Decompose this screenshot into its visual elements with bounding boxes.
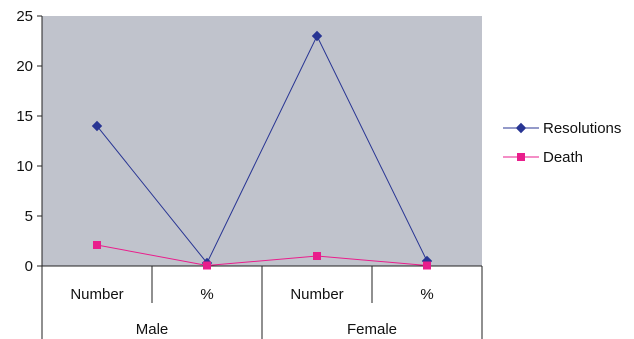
data-point — [203, 261, 211, 270]
category-label: % — [420, 286, 433, 303]
category-label: Number — [70, 286, 123, 303]
series-line — [96, 244, 428, 267]
category-label: % — [200, 286, 213, 303]
y-tick-label: 25 — [16, 8, 33, 25]
data-point — [311, 30, 323, 42]
legend-label: Death — [543, 149, 583, 166]
legend-item: Resolutions — [503, 120, 621, 137]
group-label: Male — [136, 321, 169, 338]
legend-marker — [515, 122, 527, 134]
legend-marker — [517, 153, 525, 161]
y-tick-label: 10 — [16, 158, 33, 175]
plot-area — [42, 16, 482, 266]
y-tick-label: 15 — [16, 108, 33, 125]
group-label: Female — [347, 321, 397, 338]
data-point — [423, 261, 431, 270]
data-point — [93, 241, 101, 249]
category-label: Number — [290, 286, 343, 303]
legend-label: Resolutions — [543, 120, 621, 137]
data-point — [91, 120, 103, 132]
y-tick-label: 20 — [16, 58, 33, 75]
legend-item: Death — [503, 149, 583, 166]
series-line — [96, 34, 428, 264]
series-death — [93, 241, 431, 270]
y-tick-label: 0 — [25, 258, 33, 275]
y-tick-label: 5 — [25, 208, 33, 225]
data-point — [313, 252, 321, 260]
